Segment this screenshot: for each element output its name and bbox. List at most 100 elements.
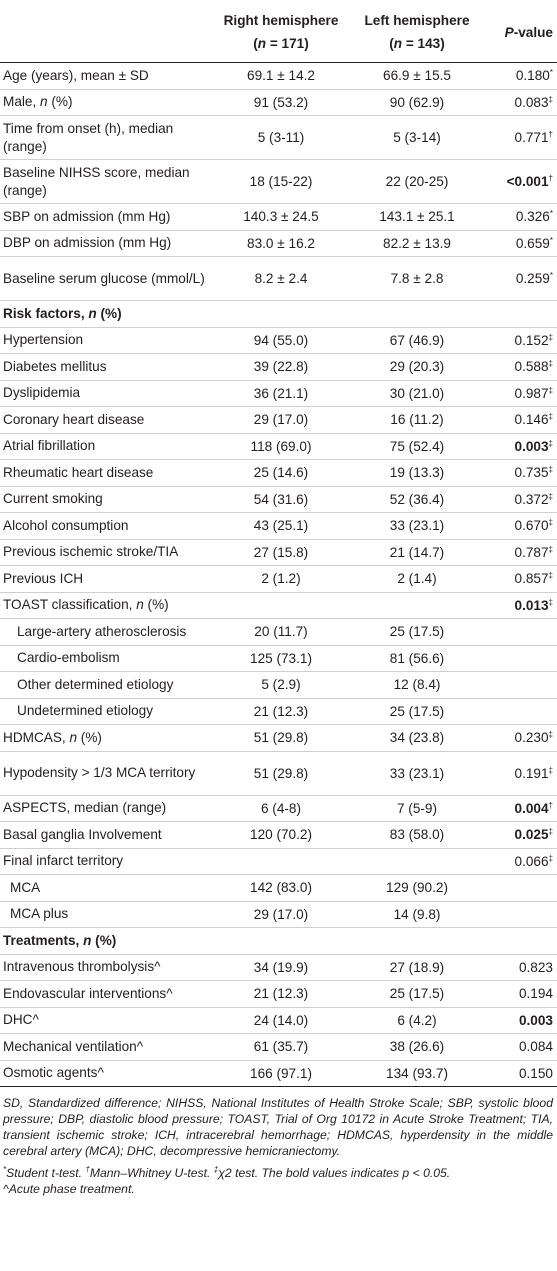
right-hemisphere-value: 27 (15.8)	[253, 544, 309, 560]
right-hemisphere-value: 29 (17.0)	[253, 906, 309, 922]
right-hemisphere-value: 21 (12.3)	[253, 703, 309, 719]
section-row: Treatments, n (%)	[0, 928, 557, 955]
table-row: DHC^ 24 (14.0) 6 (4.2) 0.003	[0, 1007, 557, 1034]
left-hemisphere-value: 14 (9.8)	[393, 906, 441, 922]
left-hemisphere-value: 30 (21.0)	[389, 385, 445, 401]
right-hemisphere-value	[210, 592, 352, 619]
left-hemisphere-value: 75 (52.4)	[389, 438, 445, 454]
table-row: Previous ischemic stroke/TIA 27 (15.8) 21 …	[0, 539, 557, 566]
left-hemisphere-value: 7 (5-9)	[396, 800, 438, 816]
p-value: 0.152‡	[514, 332, 553, 348]
row-label: Atrial fibrillation	[3, 438, 96, 454]
table-row: Baseline serum glucose (mmol/L) 8.2 ± 2.4…	[0, 257, 557, 301]
row-label: Baseline NIHSS score, median (range)	[3, 164, 190, 198]
right-hemisphere-value: 18 (15-22)	[249, 174, 313, 189]
p-value	[482, 901, 557, 928]
table-row: Mechanical ventilation^ 61 (35.7) 38 (26.6…	[0, 1034, 557, 1060]
footnote-abbreviations: SD, Standardized difference; NIHSS, Nati…	[3, 1096, 553, 1158]
p-value	[482, 645, 557, 672]
table-row: Previous ICH 2 (1.2) 2 (1.4) 0.857‡	[0, 566, 557, 592]
left-hemisphere-value: 129 (90.2)	[386, 880, 448, 896]
right-hemisphere-value: 21 (12.3)	[253, 986, 309, 1002]
right-hemisphere-value: 120 (70.2)	[250, 827, 312, 843]
p-value: 0.787‡	[514, 544, 553, 560]
right-hemisphere-value: 2 (1.2)	[261, 571, 301, 587]
table-document: Right hemisphere (n = 171) Left hemisphe…	[0, 0, 557, 1197]
left-hemisphere-value: 19 (13.3)	[389, 465, 445, 481]
row-label: Basal ganglia Involvement	[3, 826, 162, 842]
header-left-hemisphere: Left hemisphere (n = 143)	[352, 0, 482, 63]
right-hemisphere-value: 8.2 ± 2.4	[254, 271, 308, 286]
p-value: 0.823	[518, 959, 553, 975]
table-row: Other determined etiology 5 (2.9) 12 (8.4)	[0, 672, 557, 698]
row-label: Baseline serum glucose (mmol/L)	[3, 270, 205, 286]
p-value: 0.146‡	[514, 412, 553, 428]
p-value-test-marker: ‡	[548, 827, 553, 837]
right-hemisphere-value: 34 (19.9)	[253, 959, 309, 975]
p-value: 0.857‡	[514, 571, 553, 587]
p-value-test-marker: ‡	[548, 765, 553, 775]
p-value: 0.066‡	[514, 853, 553, 869]
right-hemisphere-value: 43 (25.1)	[253, 518, 309, 534]
left-hemisphere-value: 25 (17.5)	[389, 986, 445, 1002]
table-row: SBP on admission (mm Hg) 140.3 ± 24.5 143.…	[0, 204, 557, 230]
p-value	[482, 301, 557, 328]
section-label: Risk factors, n (%)	[3, 306, 122, 322]
left-hemisphere-value: 2 (1.4)	[397, 571, 437, 587]
right-hemisphere-value: 140.3 ± 24.5	[243, 209, 319, 225]
table-header: Right hemisphere (n = 171) Left hemisphe…	[0, 0, 557, 63]
row-label: MCA	[10, 879, 41, 895]
p-value-test-marker: ‡	[548, 438, 553, 448]
data-table: Right hemisphere (n = 171) Left hemisphe…	[0, 0, 557, 1087]
table-row: Atrial fibrillation 118 (69.0) 75 (52.4) 0.…	[0, 433, 557, 460]
right-hemisphere-value: 6 (4-8)	[260, 800, 302, 816]
p-value: <0.001†	[506, 174, 553, 189]
p-value: 0.180*	[515, 68, 553, 84]
section-row: Risk factors, n (%)	[0, 301, 557, 328]
p-value: 0.003‡	[514, 438, 553, 454]
left-hemisphere-value: 38 (26.6)	[389, 1039, 445, 1055]
right-hemisphere-value: 125 (73.1)	[250, 650, 312, 666]
header-label-col	[0, 0, 210, 63]
header-p-value: P-value	[504, 24, 553, 40]
row-label: Hypertension	[3, 332, 84, 348]
p-value: 0.083‡	[514, 94, 553, 110]
left-hemisphere-value: 27 (18.9)	[389, 959, 445, 975]
p-value-test-marker: †	[548, 800, 553, 810]
row-label: DBP on admission (mm Hg)	[3, 235, 172, 251]
table-row: MCA plus 29 (17.0) 14 (9.8)	[0, 901, 557, 928]
footnote-acute-phase: ^Acute phase treatment.	[3, 1182, 135, 1196]
header-left-title: Left hemisphere	[364, 13, 470, 28]
p-value-test-marker: ‡	[548, 518, 553, 528]
left-hemisphere-value: 5 (3-14)	[393, 130, 441, 145]
table-body: Age (years), mean ± SD 69.1 ± 14.2 66.9 ± …	[0, 63, 557, 1087]
right-hemisphere-value: 61 (35.7)	[253, 1039, 309, 1055]
right-hemisphere-value: 24 (14.0)	[253, 1012, 309, 1028]
row-label: ASPECTS, median (range)	[3, 800, 167, 816]
p-value-test-marker: ‡	[548, 544, 553, 554]
right-hemisphere-value: 39 (22.8)	[253, 359, 309, 375]
row-label: Diabetes mellitus	[3, 358, 107, 374]
table-row: Cardio-embolism 125 (73.1) 81 (56.6)	[0, 645, 557, 672]
row-label: Previous ischemic stroke/TIA	[3, 544, 179, 560]
right-hemisphere-value: 5 (3-11)	[257, 130, 305, 145]
row-label: Male, n (%)	[3, 94, 73, 110]
p-value: 0.004†	[514, 800, 553, 816]
left-hemisphere-value	[352, 592, 482, 619]
table-row: Time from onset (h), median (range) 5 (3-…	[0, 116, 557, 160]
right-hemisphere-value	[210, 301, 352, 328]
footnote-chi2: χ2 test. The bold values indicates p < 0…	[218, 1166, 451, 1180]
table-row: Intravenous thrombolysis^ 34 (19.9) 27 (18…	[0, 954, 557, 981]
p-value-test-marker: ‡	[548, 491, 553, 501]
p-value-test-marker: ‡	[548, 332, 553, 342]
footnote-tests: *Student t-test. †Mann–Whitney U-test. ‡…	[3, 1165, 553, 1197]
left-hemisphere-value: 25 (17.5)	[389, 624, 445, 640]
p-value: 0.013‡	[514, 597, 553, 613]
p-value: 0.084	[518, 1039, 553, 1055]
header-right-n: (n = 171)	[253, 36, 309, 51]
table-row: Current smoking 54 (31.6) 52 (36.4) 0.372‡	[0, 486, 557, 513]
p-value: 0.735‡	[514, 465, 553, 481]
right-hemisphere-value: 29 (17.0)	[253, 412, 309, 428]
table-row: HDMCAS, n (%) 51 (29.8) 34 (23.8) 0.230‡	[0, 725, 557, 751]
left-hemisphere-value	[352, 928, 482, 955]
